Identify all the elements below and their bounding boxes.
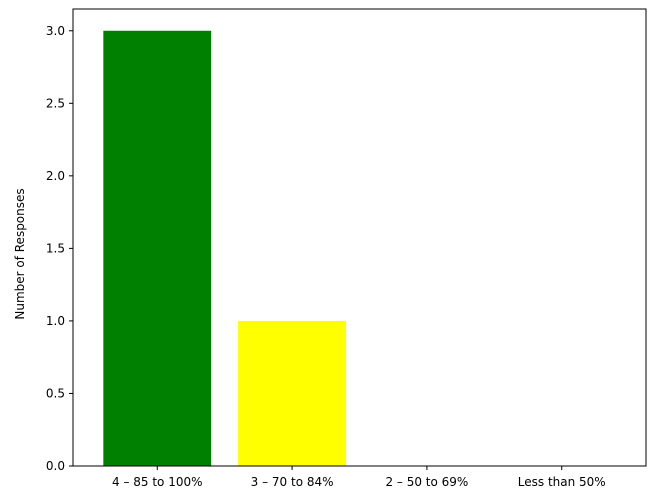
axes-frame xyxy=(72,8,647,467)
y-tick-label: 3.0 xyxy=(46,24,65,38)
bars-layer xyxy=(103,30,347,466)
x-tick-label: 2 – 50 to 69% xyxy=(385,475,468,489)
y-axis-ticks: 0.0 0.5 1.0 1.5 2.0 2.5 3.0 xyxy=(46,24,73,473)
bar xyxy=(238,320,347,466)
y-tick-label: 2.5 xyxy=(46,96,65,110)
y-tick-label: 2.0 xyxy=(46,169,65,183)
x-tick-label: 3 – 70 to 84% xyxy=(251,475,334,489)
x-tick-label: 4 – 85 to 100% xyxy=(112,475,203,489)
y-tick-label: 0.5 xyxy=(46,386,65,400)
x-axis-ticks: 4 – 85 to 100% 3 – 70 to 84% 2 – 50 to 69%… xyxy=(112,466,606,489)
y-tick-label: 1.5 xyxy=(46,241,65,255)
axes-layer xyxy=(72,8,647,467)
y-tick-label: 0.0 xyxy=(46,459,65,473)
y-axis-title: Number of Responses xyxy=(13,188,27,319)
x-tick-label: Less than 50% xyxy=(518,475,606,489)
bar xyxy=(103,30,212,466)
y-tick-label: 1.0 xyxy=(46,314,65,328)
